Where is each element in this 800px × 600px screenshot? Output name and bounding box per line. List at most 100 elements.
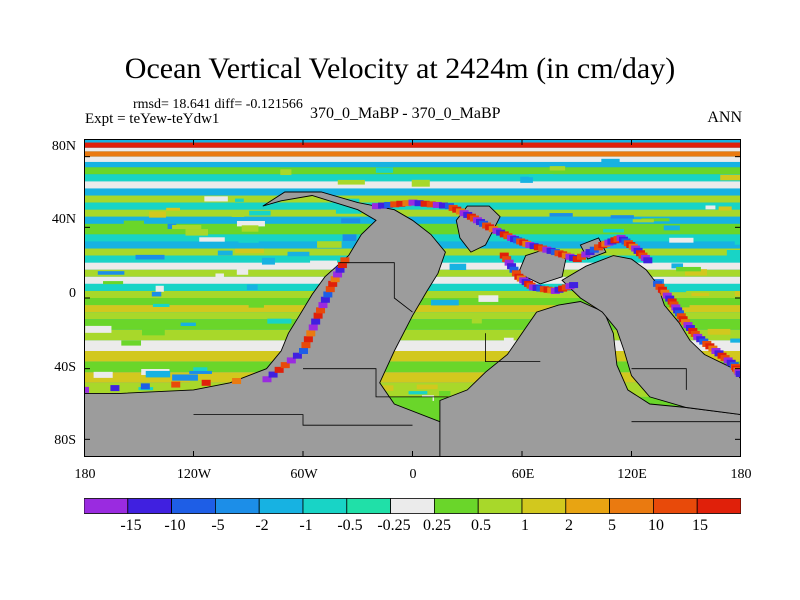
x-tick-label: 120W: [176, 467, 212, 482]
ocean-speckle-cell: [249, 210, 271, 216]
y-tick-label: 0: [69, 286, 76, 301]
colorbar-box: [477, 498, 523, 514]
coastal-cell: [340, 257, 350, 264]
coastal-cell: [499, 252, 509, 259]
ocean-band: [84, 161, 741, 168]
coastal-cell: [110, 385, 120, 392]
coastal-cell: [313, 312, 323, 319]
ocean-speckle-cell: [142, 328, 165, 336]
ocean-speckle-cell: [215, 273, 224, 281]
ocean-band: [84, 351, 741, 362]
experiment-label: Expt = teYew-teYdw1: [85, 111, 220, 127]
colorbar-label: -0.5: [337, 517, 363, 534]
colorbar-box: [565, 498, 610, 514]
ocean-speckle-cell: [335, 208, 362, 214]
coastal-cell: [372, 203, 381, 210]
ocean-speckle-cell: [664, 287, 687, 293]
ocean-speckle-cell: [189, 370, 212, 374]
ocean-speckle-cell: [337, 179, 365, 185]
ocean-band: [84, 361, 741, 373]
season-label: ANN: [707, 109, 742, 126]
ocean-speckle-cell: [121, 340, 142, 346]
ocean-speckle-cell: [145, 370, 171, 378]
x-tick-label: 0: [409, 467, 417, 482]
coastal-cell: [280, 362, 290, 369]
coastal-cell: [306, 330, 316, 337]
period-label: 370_0_MaBP - 370_0_MaBP: [310, 105, 501, 122]
coastal-cell: [384, 201, 394, 208]
ocean-speckle-cell: [287, 251, 310, 257]
coastal-cell: [232, 378, 242, 385]
coastal-cell: [268, 371, 278, 378]
x-tick-label: 120E: [617, 467, 647, 482]
ocean-speckle-cell: [730, 338, 741, 343]
colorbar-label: 10: [648, 517, 664, 534]
ocean-speckle-cell: [549, 213, 573, 217]
ocean-speckle-cell: [241, 225, 259, 232]
colorbar-label: 0.25: [423, 517, 451, 534]
coastal-cell: [262, 376, 272, 383]
ocean-speckle-cell: [691, 292, 710, 297]
ocean-speckle-cell: [93, 371, 113, 378]
ocean-speckle-cell: [632, 219, 654, 223]
ocean-speckle-cell: [270, 210, 281, 216]
ocean-speckle-cell: [734, 241, 741, 245]
ocean-speckle-cell: [503, 337, 514, 345]
coastal-cell: [502, 256, 512, 263]
ocean-speckle-cell: [685, 269, 707, 276]
coastal-cell: [390, 201, 400, 208]
ocean-speckle-cell: [471, 318, 482, 324]
ocean-speckle-cell: [238, 237, 259, 243]
ocean-speckle-cell: [375, 167, 394, 173]
coastal-cell: [320, 296, 330, 303]
ocean-speckle-cell: [248, 304, 264, 308]
ocean-speckle-cell: [705, 205, 716, 210]
colorbar-box: [433, 498, 479, 514]
colorbar-label: -15: [120, 517, 142, 534]
ocean-band: [84, 188, 741, 196]
coastal-cell: [507, 263, 517, 270]
ocean-speckle-cell: [601, 158, 620, 164]
ocean-speckle-cell: [123, 220, 144, 228]
y-tick-label: 40S: [54, 360, 76, 375]
coastal-cell: [396, 200, 406, 207]
ocean-speckle-cell: [261, 257, 275, 265]
coastal-cell: [426, 201, 436, 208]
coastal-cell: [140, 383, 150, 390]
coastal-cell: [311, 318, 321, 325]
colorbar-box: [521, 498, 567, 514]
coastal-cell: [308, 324, 318, 331]
ocean-speckle-cell: [310, 260, 338, 266]
colorbar-box: [390, 498, 435, 514]
colorbar-label: 2: [565, 517, 573, 534]
ocean-speckle-cell: [149, 211, 166, 218]
coastal-cell: [378, 202, 388, 209]
colorbar-box: [171, 498, 216, 514]
ocean-speckle-cell: [246, 284, 258, 291]
coastal-cell: [84, 386, 89, 393]
ocean-band: [84, 372, 741, 383]
ocean-speckle-cell: [711, 323, 731, 329]
coastal-cell: [303, 336, 313, 343]
coastal-cell: [408, 199, 418, 206]
ocean-speckle-cell: [199, 237, 225, 242]
ocean-speckle-cell: [520, 176, 533, 183]
ocean-speckle-cell: [267, 318, 292, 324]
land-boundary-line: [485, 333, 541, 362]
coastal-cell: [318, 302, 328, 309]
land-grid-lines: [193, 262, 741, 426]
colorbar-box: [696, 498, 741, 514]
land-western-continent: [84, 191, 446, 457]
x-tick-label: 60E: [511, 467, 535, 482]
ocean-speckle-cell: [85, 325, 112, 333]
map-title: Ocean Vertical Velocity at 2424m (in cm/…: [124, 52, 676, 85]
coastal-cell: [325, 286, 335, 293]
ocean-speckle-cell: [411, 179, 430, 187]
coastal-cell: [201, 379, 211, 386]
map-plot: [84, 139, 741, 457]
coastal-cell: [301, 342, 311, 349]
ocean-band: [84, 151, 741, 157]
coastal-signal: [84, 199, 741, 393]
x-tick-label: 180: [730, 467, 752, 482]
ocean-speckle-cell: [430, 299, 459, 306]
